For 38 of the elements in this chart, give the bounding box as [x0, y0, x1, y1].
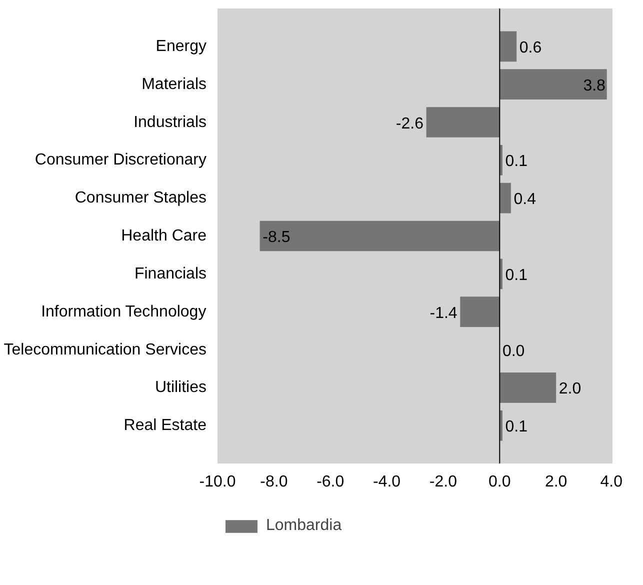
y-tick-label: Consumer Staples: [74, 190, 207, 207]
x-tick-label: -2.0: [429, 474, 458, 490]
x-tick-label: -6.0: [316, 474, 344, 490]
x-tick-label: -10.0: [199, 474, 236, 490]
bar: [426, 107, 500, 138]
bar: [500, 182, 511, 214]
x-tick-label: 4.0: [600, 474, 623, 490]
legend-label: Lombardia: [266, 517, 342, 535]
x-tick-label: 0.0: [488, 474, 511, 490]
data-label: 0.1: [505, 266, 528, 284]
x-tick-label: -4.0: [373, 474, 401, 490]
y-tick-label: Health Care: [121, 228, 207, 244]
data-label: 0.4: [514, 191, 536, 208]
y-tick-label: Industrials: [134, 114, 206, 131]
y-tick-label: Energy: [156, 38, 207, 55]
data-label: 0.1: [505, 153, 528, 170]
data-label: 2.0: [558, 380, 582, 398]
y-tick-label: Consumer Discretionary: [34, 152, 206, 169]
bar: [460, 296, 500, 327]
data-label: -8.5: [262, 229, 290, 246]
data-label: 3.8: [583, 77, 606, 94]
y-tick-label: Utilities: [154, 379, 206, 396]
data-label: -1.4: [430, 304, 458, 322]
bar: [500, 69, 607, 100]
data-label: 0.0: [502, 342, 525, 360]
x-tick-label: 2.0: [544, 474, 568, 490]
y-tick-label: Financials: [134, 265, 206, 282]
data-label: -2.6: [396, 115, 424, 132]
y-tick-label: Real Estate: [124, 417, 207, 434]
y-tick-label: Materials: [142, 76, 206, 93]
bar: [260, 220, 500, 252]
x-tick-label: -8.0: [260, 474, 288, 490]
y-tick-label: Telecommunication Services: [4, 341, 206, 358]
bar: [500, 31, 517, 62]
y-tick-label: Information Technology: [41, 303, 206, 320]
data-label: 0.1: [505, 418, 528, 436]
bar: [500, 372, 556, 403]
data-label: 0.6: [519, 39, 542, 56]
